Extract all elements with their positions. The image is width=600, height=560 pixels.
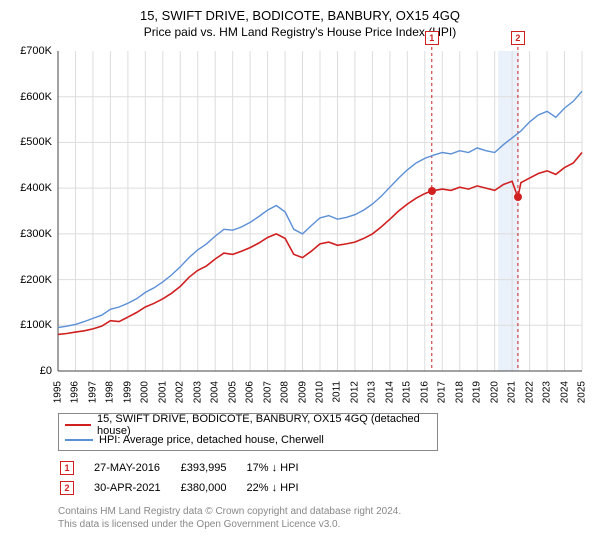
x-tick-label: 2013 [367,381,378,403]
y-tick-label: £300K [12,228,52,240]
sale-point [514,193,522,201]
x-tick-label: 2015 [402,381,413,403]
x-tick-label: 2018 [454,381,465,403]
sale-date: 30-APR-2021 [94,479,179,497]
x-tick-label: 2025 [577,381,588,403]
x-tick-label: 1995 [53,381,64,403]
y-tick-label: £200K [12,274,52,286]
x-tick-label: 2009 [297,381,308,403]
x-tick-label: 2004 [210,381,221,403]
x-tick-label: 2023 [542,381,553,403]
legend-box: 15, SWIFT DRIVE, BODICOTE, BANBURY, OX15… [58,413,438,451]
sale-row: 2 30-APR-2021£380,00022% ↓ HPI [60,479,317,497]
x-tick-label: 1996 [70,381,81,403]
x-tick-label: 2007 [262,381,273,403]
y-tick-label: £700K [12,45,52,57]
y-tick-label: £0 [12,365,52,377]
sale-delta: 22% ↓ HPI [247,479,317,497]
x-tick-label: 1999 [122,381,133,403]
vline-marker-1: 1 [425,31,439,45]
legend-swatch-price-paid [65,424,91,426]
x-tick-label: 2008 [280,381,291,403]
sale-delta: 17% ↓ HPI [247,459,317,477]
x-tick-label: 1998 [105,381,116,403]
vline-marker-2: 2 [511,31,525,45]
footer-line-2: This data is licensed under the Open Gov… [58,518,588,531]
y-tick-label: £500K [12,136,52,148]
chart-container: 15, SWIFT DRIVE, BODICOTE, BANBURY, OX15… [0,0,600,560]
x-tick-label: 2012 [349,381,360,403]
chart-plot-area: 12£0£100K£200K£300K£400K£500K£600K£700K1… [12,45,588,405]
x-tick-label: 2002 [175,381,186,403]
legend-label-hpi: HPI: Average price, detached house, Cher… [99,434,324,446]
sale-row: 1 27-MAY-2016£393,99517% ↓ HPI [60,459,317,477]
x-tick-label: 2022 [524,381,535,403]
x-tick-label: 2017 [437,381,448,403]
x-tick-label: 2014 [384,381,395,403]
chart-title: 15, SWIFT DRIVE, BODICOTE, BANBURY, OX15… [12,8,588,23]
sales-table: 1 27-MAY-2016£393,99517% ↓ HPI 2 30-APR-202… [58,457,319,499]
y-tick-label: £100K [12,319,52,331]
x-tick-label: 2001 [157,381,168,403]
x-tick-label: 2024 [559,381,570,403]
x-tick-label: 2006 [245,381,256,403]
sale-price: £393,995 [181,459,245,477]
footer-attribution: Contains HM Land Registry data © Crown c… [58,505,588,531]
x-tick-label: 2003 [192,381,203,403]
x-tick-label: 2019 [472,381,483,403]
footer-line-1: Contains HM Land Registry data © Crown c… [58,505,588,518]
x-tick-label: 2021 [507,381,518,403]
sale-marker-icon: 2 [60,481,74,495]
x-tick-label: 2020 [489,381,500,403]
sale-price: £380,000 [181,479,245,497]
chart-subtitle: Price paid vs. HM Land Registry's House … [12,25,588,39]
x-tick-label: 2000 [140,381,151,403]
y-tick-label: £600K [12,91,52,103]
sale-date: 27-MAY-2016 [94,459,179,477]
chart-svg [12,45,588,405]
sale-marker-icon: 1 [60,461,74,475]
x-tick-label: 2011 [332,381,343,403]
sale-point [428,187,436,195]
x-tick-label: 2005 [227,381,238,403]
legend-swatch-hpi [65,439,93,441]
x-tick-label: 2016 [419,381,430,403]
x-tick-label: 2010 [315,381,326,403]
y-tick-label: £400K [12,182,52,194]
legend-row-price-paid: 15, SWIFT DRIVE, BODICOTE, BANBURY, OX15… [65,417,431,432]
x-tick-label: 1997 [87,381,98,403]
